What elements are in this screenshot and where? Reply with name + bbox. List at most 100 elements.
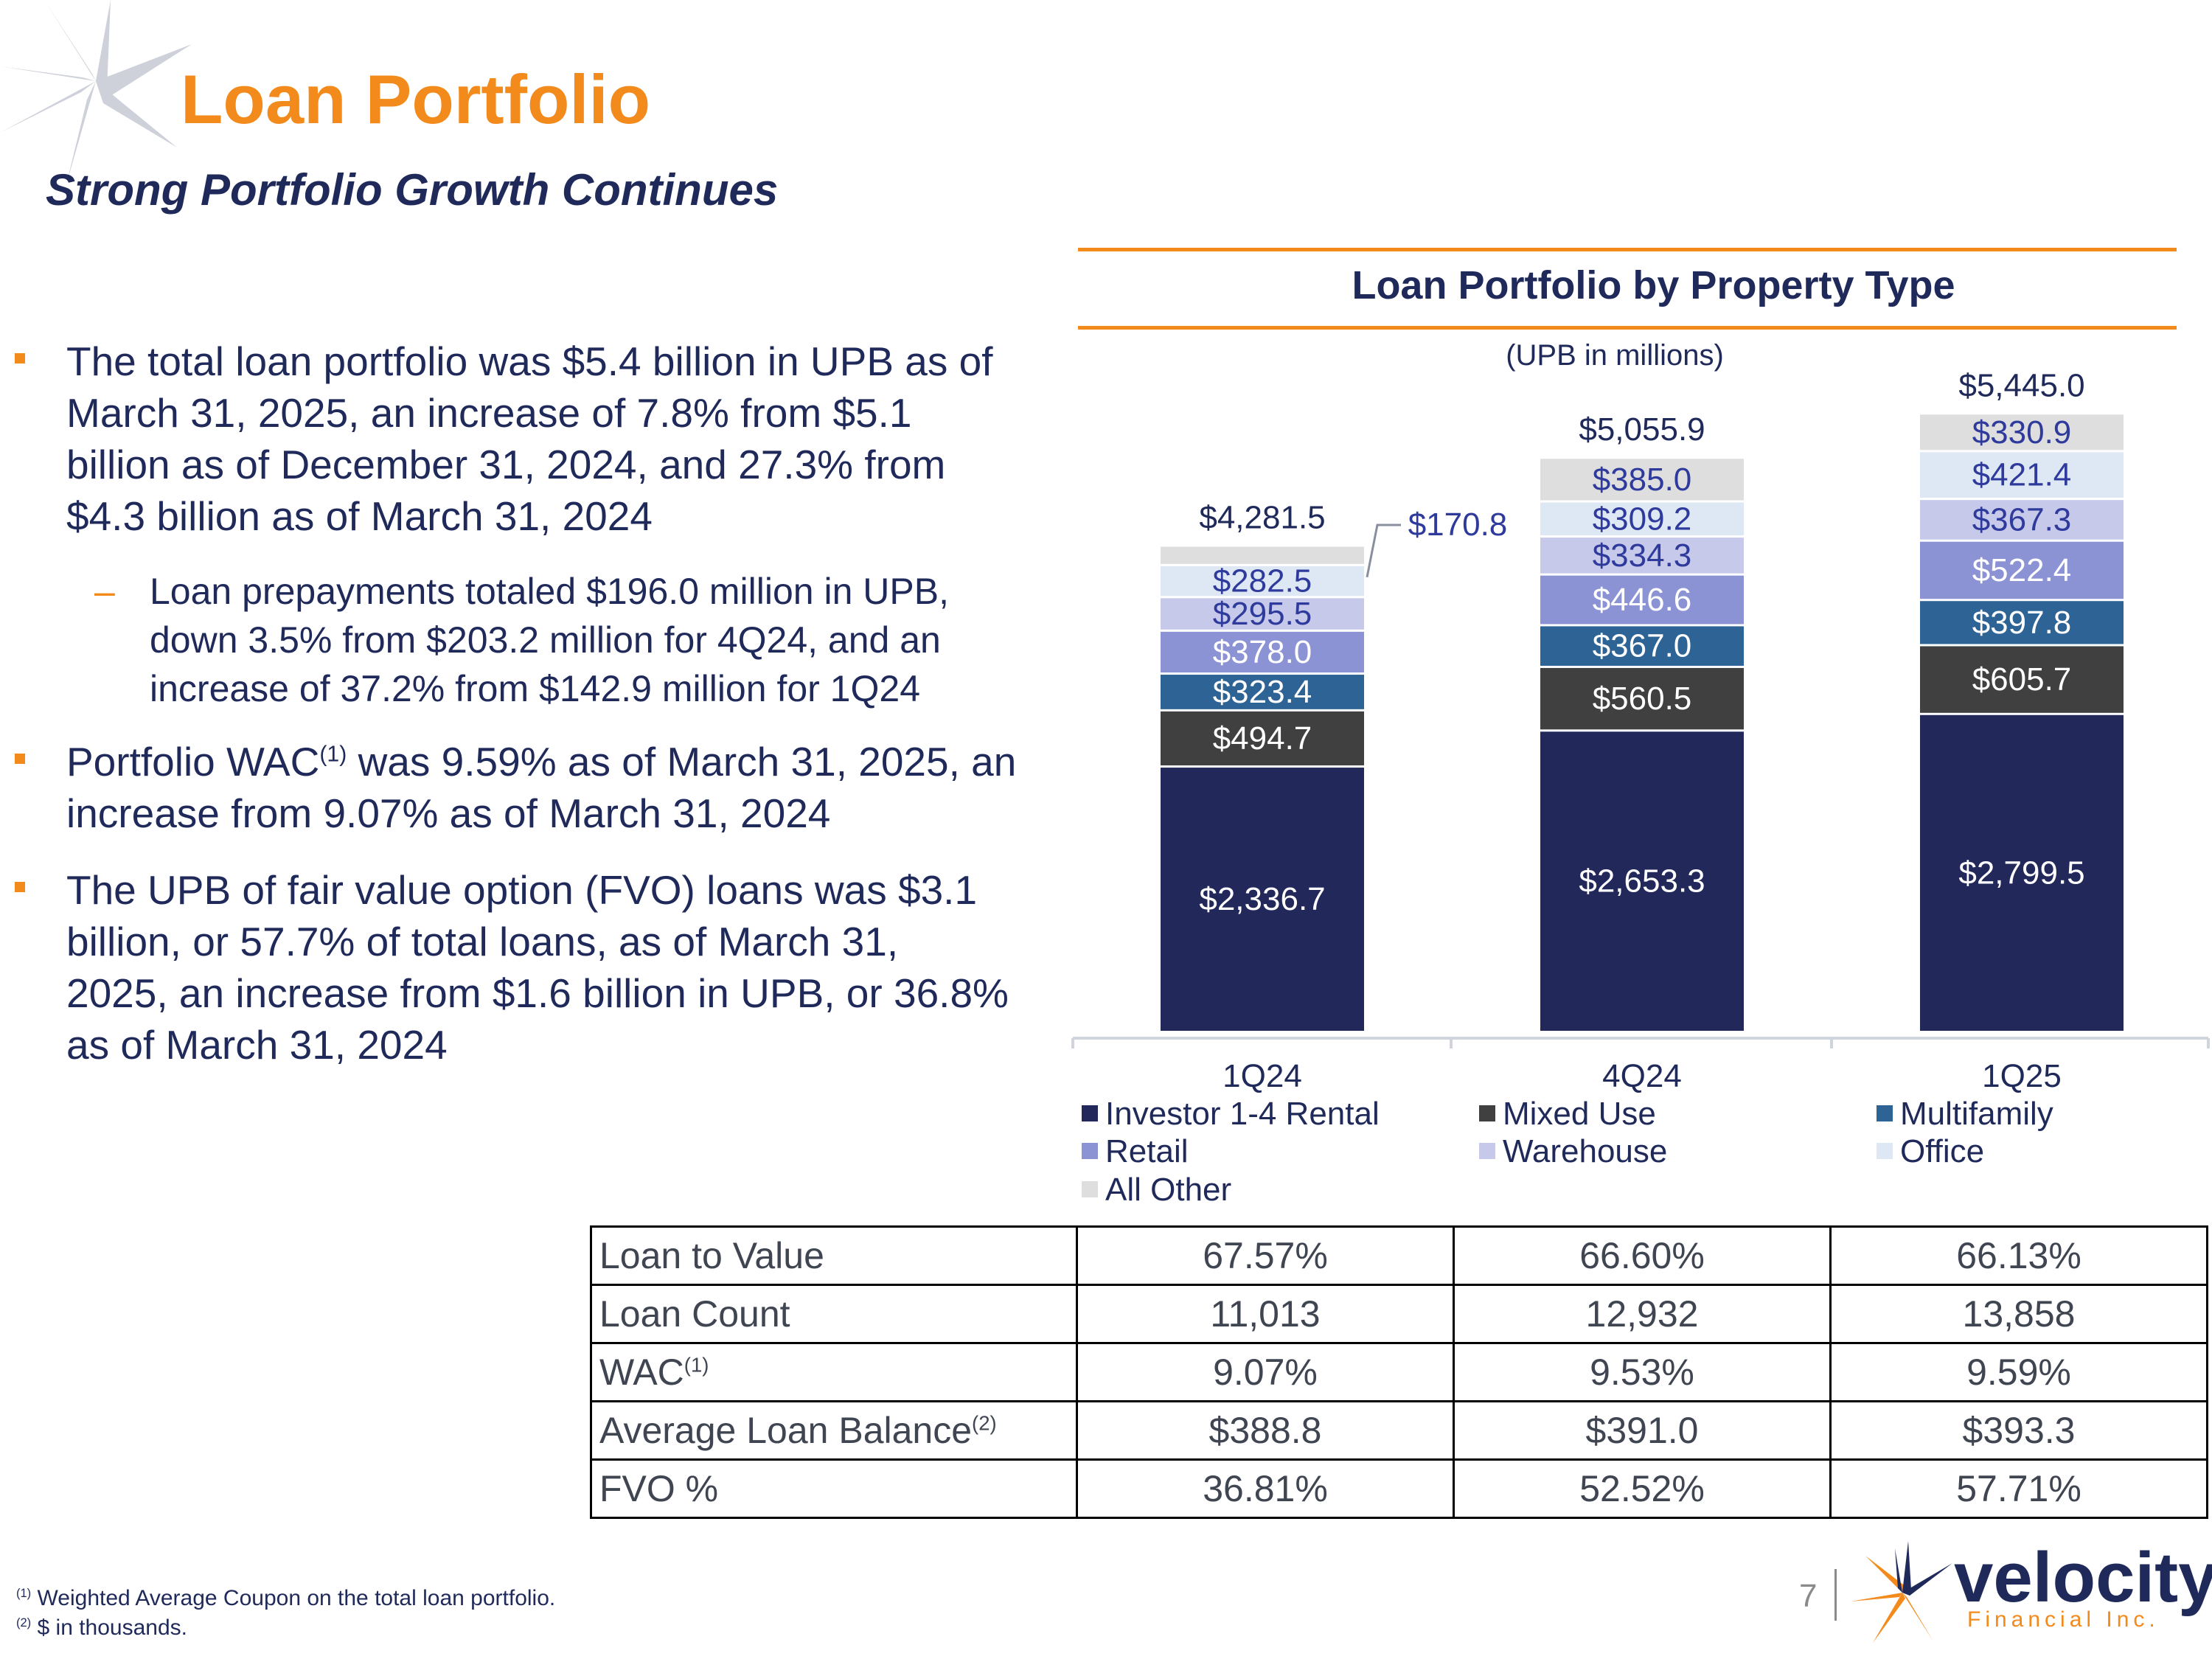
bar-mixed-use-1q25 bbox=[1920, 646, 2124, 713]
bullet-portfolio-total: The total loan portfolio was $5.4 billio… bbox=[66, 338, 993, 539]
cell-1q24: $388.8 bbox=[1076, 1400, 1455, 1461]
footnote-mark: (1) bbox=[16, 1587, 32, 1600]
table-row: FVO % 36.81% 52.52% 57.71% bbox=[590, 1458, 2208, 1519]
legend-label: Office bbox=[1900, 1133, 1985, 1169]
row-label-text: Loan to Value bbox=[599, 1235, 824, 1276]
bar-warehouse-4q24 bbox=[1540, 538, 1744, 574]
cell-4q24: 66.60% bbox=[1453, 1225, 1832, 1286]
row-label: Average Loan Balance(2) bbox=[590, 1400, 1078, 1461]
row-label-text: Average Loan Balance bbox=[599, 1410, 973, 1451]
cell-4q24: 52.52% bbox=[1453, 1458, 1832, 1519]
footnote-text: Weighted Average Coupon on the total loa… bbox=[31, 1586, 556, 1610]
data-label: $560.5 bbox=[1593, 681, 1692, 717]
data-label: $367.0 bbox=[1593, 628, 1692, 664]
table-row: Average Loan Balance(2) $388.8 $391.0 $3… bbox=[590, 1400, 2208, 1461]
legend-swatch bbox=[1082, 1143, 1098, 1160]
footnotes: (1) Weighted Average Coupon on the total… bbox=[16, 1584, 555, 1643]
bullet-wac-post: was 9.59% as of March 31, 2025, an incre… bbox=[66, 739, 1017, 836]
logo-tagline: Financial Inc. bbox=[1967, 1607, 2160, 1632]
bar-office-1q24 bbox=[1161, 566, 1364, 597]
data-label: $309.2 bbox=[1593, 501, 1692, 537]
row-label: Loan to Value bbox=[590, 1225, 1078, 1286]
data-label: $605.7 bbox=[1972, 661, 2072, 698]
bar-mixed-use-4q24 bbox=[1540, 667, 1744, 730]
bar-multifamily-4q24 bbox=[1540, 626, 1744, 666]
cell-1q25: 9.59% bbox=[1829, 1342, 2208, 1402]
bar-investor-1-4-rental-1q25 bbox=[1920, 714, 2124, 1031]
legend-label: Warehouse bbox=[1503, 1133, 1668, 1169]
sub-bullet-dash: – bbox=[94, 571, 115, 612]
table-row: Loan to Value 67.57% 66.60% 66.13% bbox=[590, 1225, 2208, 1286]
category-label: 1Q24 bbox=[1222, 1058, 1302, 1094]
legend-item-investor: Investor 1-4 Rental bbox=[1082, 1098, 1380, 1130]
bar-multifamily-1q25 bbox=[1920, 601, 2124, 644]
page-title: Loan Portfolio bbox=[181, 60, 651, 138]
legend-label: Mixed Use bbox=[1503, 1096, 1656, 1132]
legend-swatch bbox=[1877, 1143, 1893, 1160]
legend-swatch bbox=[1082, 1181, 1098, 1198]
data-label: $378.0 bbox=[1213, 634, 1312, 670]
legend-label: All Other bbox=[1105, 1172, 1232, 1208]
cell-1q24: 9.07% bbox=[1076, 1342, 1455, 1402]
stacked-bar-chart: $2,336.7 $494.7 $323.4 $378.0$295.5$282.5 $1… bbox=[1071, 367, 2210, 1094]
legend-label: Investor 1-4 Rental bbox=[1105, 1096, 1380, 1132]
total-label: $4,281.5 bbox=[1199, 499, 1325, 535]
legend-item-mixed-use: Mixed Use bbox=[1479, 1098, 1656, 1130]
chart-subtitle: (UPB in millions) bbox=[1506, 339, 1724, 372]
data-label: $334.3 bbox=[1593, 538, 1692, 574]
cell-1q24: 11,013 bbox=[1076, 1284, 1455, 1344]
cell-4q24: 9.53% bbox=[1453, 1342, 1832, 1402]
data-label-callout: $170.8 bbox=[1408, 507, 1508, 543]
data-label: $397.8 bbox=[1972, 605, 2072, 641]
cell-1q24: 36.81% bbox=[1076, 1458, 1455, 1519]
category-label: 4Q24 bbox=[1602, 1058, 1682, 1094]
cell-1q25: 57.71% bbox=[1829, 1458, 2208, 1519]
page-subtitle: Strong Portfolio Growth Continues bbox=[46, 165, 779, 215]
chart-title-rule-top bbox=[1078, 248, 2177, 251]
row-label: WAC(1) bbox=[590, 1342, 1078, 1402]
data-label: $494.7 bbox=[1213, 720, 1312, 757]
bullet-wac-pre: Portfolio WAC bbox=[66, 739, 320, 785]
data-label: $2,336.7 bbox=[1199, 881, 1325, 917]
bar-investor-1-4-rental-4q24 bbox=[1540, 731, 1744, 1031]
legend-swatch bbox=[1479, 1143, 1495, 1160]
bullet-marker bbox=[15, 754, 25, 764]
data-label: $282.5 bbox=[1213, 563, 1312, 599]
bullet-wac: Portfolio WAC(1) was 9.59% as of March 3… bbox=[66, 736, 1047, 839]
bullet-wac-sup: (1) bbox=[319, 742, 347, 767]
legend-label: Multifamily bbox=[1900, 1096, 2053, 1132]
bar-all-other-1q25 bbox=[1920, 414, 2124, 451]
logo-wordmark: velocity bbox=[1954, 1538, 2212, 1617]
bar-office-4q24 bbox=[1540, 502, 1744, 536]
data-label: $385.0 bbox=[1593, 462, 1692, 498]
bar-investor-1-4-rental-1q24 bbox=[1161, 768, 1364, 1031]
total-label: $5,055.9 bbox=[1579, 411, 1705, 448]
data-label: $2,799.5 bbox=[1958, 855, 2084, 891]
row-label-text: Loan Count bbox=[599, 1293, 790, 1335]
cell-1q24: 67.57% bbox=[1076, 1225, 1455, 1286]
cell-1q25: $393.3 bbox=[1829, 1400, 2208, 1461]
bullet-marker bbox=[15, 353, 25, 364]
table-row: Loan Count 11,013 12,932 13,858 bbox=[590, 1284, 2208, 1344]
bar-warehouse-1q25 bbox=[1920, 500, 2124, 540]
bar-multifamily-1q24 bbox=[1161, 675, 1364, 709]
footnote-1: (1) Weighted Average Coupon on the total… bbox=[16, 1584, 555, 1613]
table-row: WAC(1) 9.07% 9.53% 9.59% bbox=[590, 1342, 2208, 1402]
cell-4q24: 12,932 bbox=[1453, 1284, 1832, 1344]
bullet-marker bbox=[15, 882, 25, 892]
data-label: $367.3 bbox=[1972, 501, 2072, 538]
data-label: $2,653.3 bbox=[1579, 863, 1705, 900]
legend-item-retail: Retail bbox=[1082, 1135, 1189, 1168]
footnote-mark: (2) bbox=[16, 1616, 32, 1630]
bullet-fvo: The UPB of fair value option (FVO) loans… bbox=[66, 867, 1009, 1068]
bar-retail-4q24 bbox=[1540, 575, 1744, 625]
velocity-star-logo-icon bbox=[1851, 1541, 1952, 1643]
chart-title: Loan Portfolio by Property Type bbox=[1352, 263, 1955, 307]
legend-item-all-other: All Other bbox=[1082, 1174, 1231, 1206]
data-label: $323.4 bbox=[1213, 674, 1312, 710]
legend-label: Retail bbox=[1105, 1133, 1189, 1169]
legend-item-multifamily: Multifamily bbox=[1877, 1098, 2053, 1130]
legend-swatch bbox=[1082, 1105, 1098, 1122]
callout-leader-line bbox=[1366, 524, 1401, 578]
row-label-sup: (1) bbox=[684, 1353, 709, 1377]
